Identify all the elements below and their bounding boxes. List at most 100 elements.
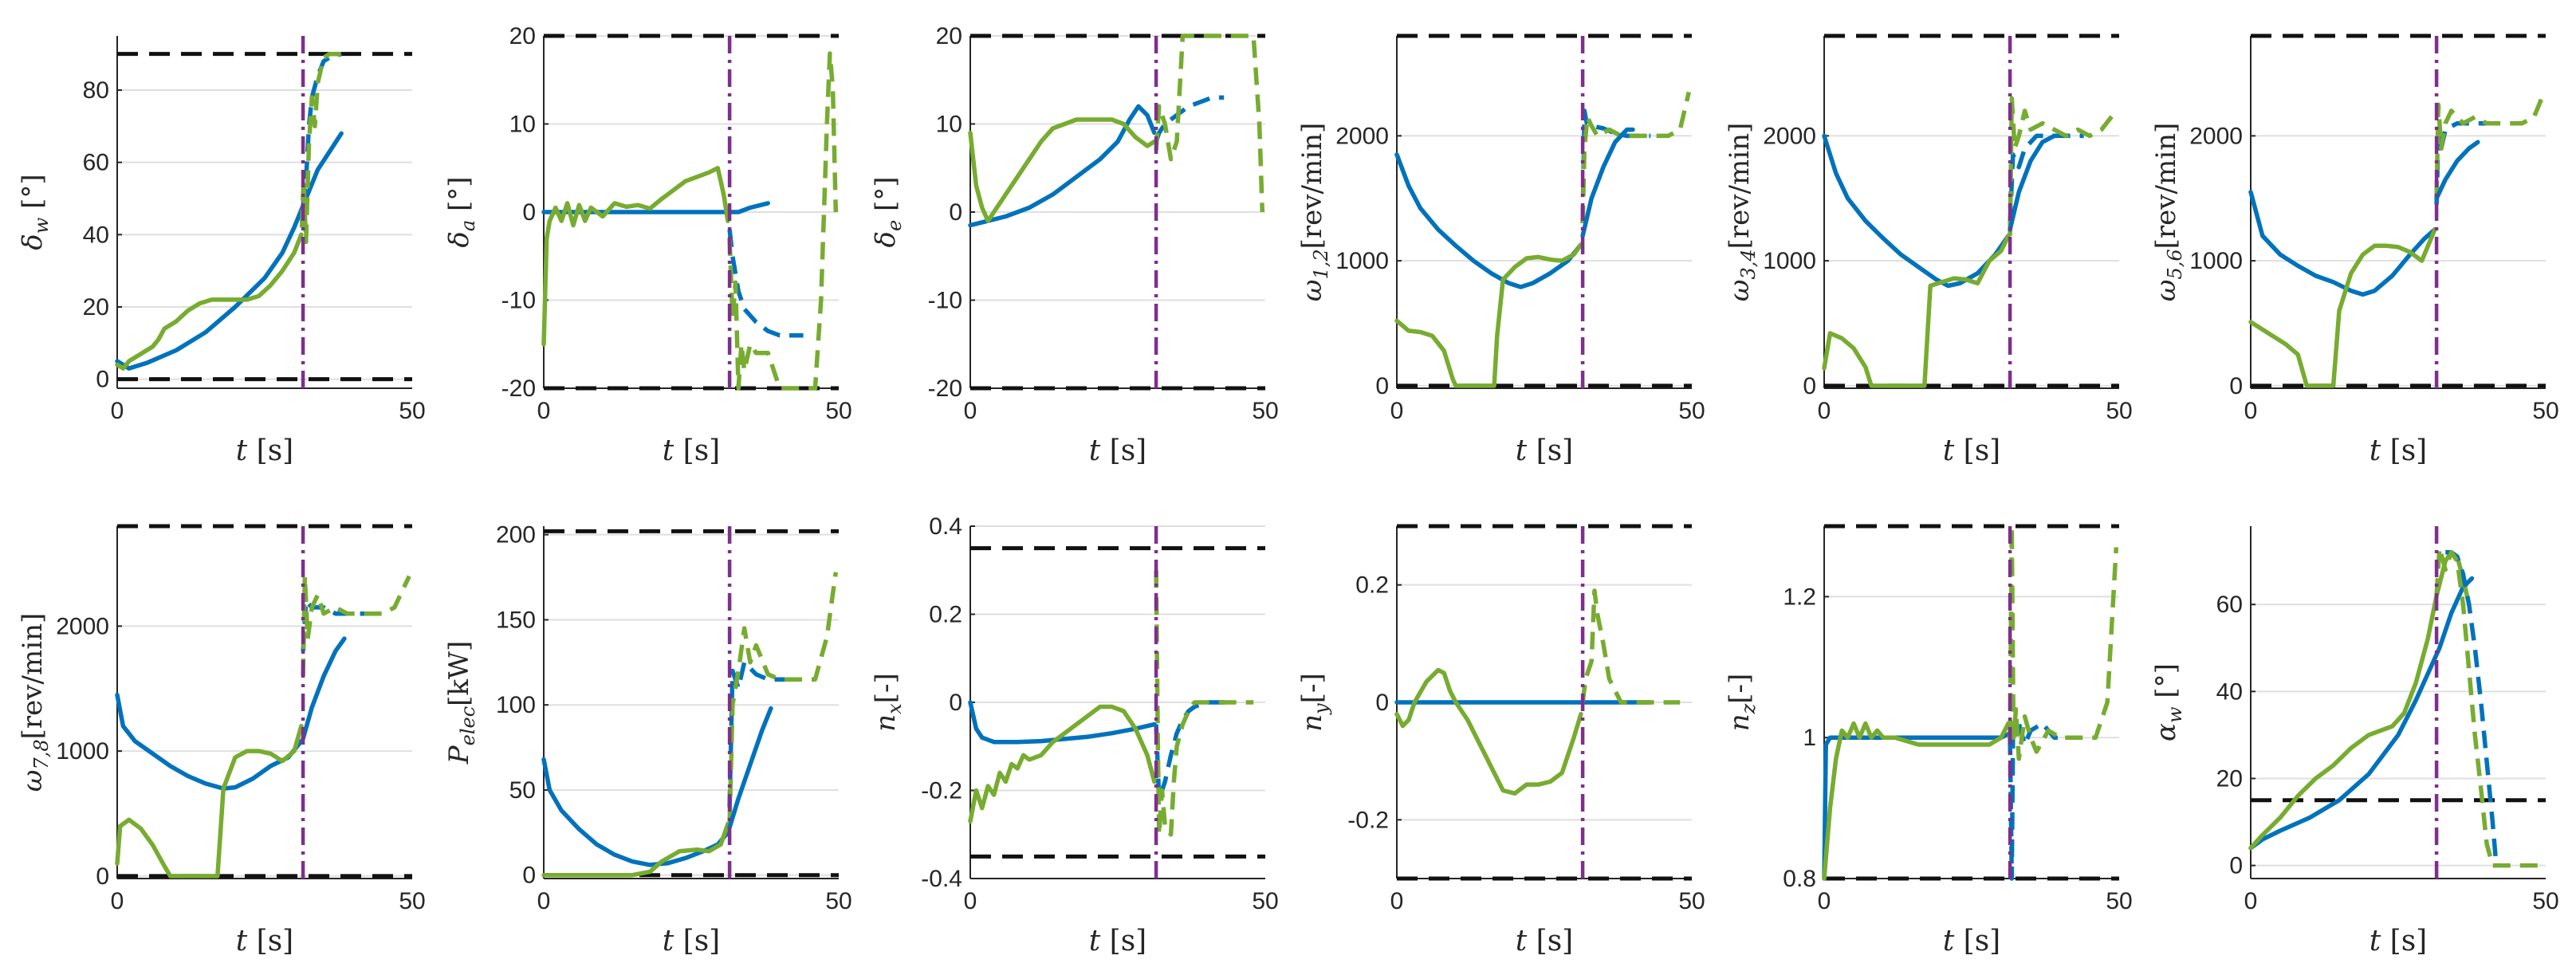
y-tick-label: 1000 — [56, 738, 109, 765]
x-tick-label: 0 — [111, 888, 124, 914]
series-green-dashed — [727, 51, 839, 391]
x-tick-label: 50 — [825, 888, 851, 914]
y-axis-label: nz[-] — [1724, 674, 1760, 732]
y-tick-label: 1 — [1803, 725, 1816, 751]
series-blue-solid — [115, 131, 344, 371]
series-blue-solid — [2248, 190, 2437, 297]
chart-0: 0 20 40 60 80 0 50 t [s] δw [°] — [17, 36, 426, 467]
y-tick-label: -20 — [501, 375, 536, 402]
series-blue-solid — [2248, 576, 2475, 851]
series-blue-solid — [968, 700, 1157, 745]
y-tick-label: -0.2 — [921, 778, 962, 804]
x-axis-label: t [s] — [1089, 925, 1146, 957]
x-axis-label: t [s] — [236, 925, 293, 957]
series-blue-solid — [1580, 127, 1635, 238]
series-blue-solid — [1822, 133, 2011, 289]
x-tick-label: 50 — [2532, 398, 2558, 424]
series-green-solid — [1822, 234, 2011, 388]
x-tick-label: 0 — [1818, 888, 1831, 914]
y-axis-label: ω1,2[rev/min] — [1296, 123, 1332, 301]
x-tick-label: 50 — [399, 888, 425, 914]
series-green-solid — [1822, 721, 2011, 881]
series-green-solid — [541, 821, 730, 878]
y-tick-label: 1000 — [2189, 248, 2243, 274]
y-tick-label: -20 — [928, 375, 962, 402]
y-tick-label: -10 — [501, 288, 536, 314]
series-green-solid — [1394, 242, 1583, 388]
y-tick-label: 1000 — [1763, 248, 1816, 274]
series-blue-dashed — [2008, 133, 2084, 224]
x-tick-label: 50 — [1678, 398, 1705, 424]
x-axis-label: t [s] — [1943, 925, 2000, 957]
y-tick-label: 0 — [1803, 373, 1816, 399]
y-tick-label: -0.2 — [1347, 807, 1389, 833]
series-green-dashed — [2008, 524, 2119, 761]
y-tick-label: 2000 — [1763, 123, 1816, 149]
chart-4: 0 1000 2000 0 50 t [s] ω3,4[rev/min] — [1724, 33, 2133, 467]
x-axis-label: t [s] — [2370, 434, 2427, 467]
chart-8: -0.4 -0.2 0 0.2 0.4 0 50 t [s] nx[-] — [870, 513, 1279, 957]
x-axis-label: t [s] — [663, 434, 720, 467]
series-green-solid — [2248, 227, 2437, 388]
series-blue-dashed — [1154, 95, 1225, 143]
series-blue-solid — [301, 636, 347, 741]
y-tick-label: 1.2 — [1783, 584, 1816, 610]
x-tick-label: 0 — [1818, 398, 1831, 424]
y-tick-label: 0 — [1375, 373, 1389, 399]
series-green-dashed — [2008, 96, 2118, 236]
series-blue-dashed — [727, 229, 804, 338]
x-axis-label: t [s] — [1943, 434, 2000, 467]
series-blue-solid — [115, 692, 304, 791]
y-axis-label: ω3,4[rev/min] — [1724, 123, 1760, 301]
y-tick-label: 0 — [1375, 690, 1389, 716]
series-green-dashed — [727, 572, 839, 824]
x-tick-label: 0 — [537, 888, 551, 914]
series-blue-dashed — [2008, 721, 2078, 881]
y-tick-label: 0.8 — [1783, 866, 1816, 892]
series-green-dashed — [1154, 570, 1254, 837]
y-tick-label: 0.2 — [1355, 572, 1389, 599]
series-green-dashed — [1580, 91, 1691, 224]
y-tick-label: 20 — [2216, 765, 2243, 792]
y-tick-label: 40 — [2216, 678, 2243, 705]
y-tick-label: 0 — [522, 863, 536, 889]
y-tick-label: 1000 — [1335, 248, 1389, 274]
y-axis-label: Pelec[kW] — [443, 641, 479, 765]
x-tick-label: 0 — [964, 398, 977, 424]
y-tick-label: 0 — [949, 199, 962, 226]
x-tick-label: 0 — [537, 398, 551, 424]
y-tick-label: 0.2 — [929, 602, 962, 628]
series-blue-solid — [1394, 152, 1583, 289]
x-tick-label: 0 — [2244, 398, 2258, 424]
x-axis-label: t [s] — [1516, 434, 1573, 467]
x-tick-label: 50 — [2532, 888, 2558, 914]
y-tick-label: 60 — [2216, 592, 2243, 618]
chart-10: 0.8 1 1.2 0 50 t [s] nz[-] — [1724, 524, 2133, 957]
chart-9: -0.2 0 0.2 0 50 t [s] ny[-] — [1296, 524, 1705, 957]
series-green-solid — [115, 232, 304, 371]
chart-6: 0 1000 2000 0 50 t [s] ω7,8[rev/min] — [17, 524, 426, 957]
y-tick-label: -0.4 — [921, 866, 962, 892]
x-tick-label: 50 — [1252, 888, 1278, 914]
x-tick-label: 50 — [1252, 398, 1278, 424]
chart-11: 0 20 40 60 0 50 t [s] αw [°] — [2150, 526, 2559, 957]
y-tick-label: 0 — [949, 690, 962, 716]
y-tick-label: 150 — [496, 607, 536, 633]
x-tick-label: 50 — [2106, 398, 2132, 424]
y-tick-label: 60 — [83, 150, 109, 176]
y-tick-label: 10 — [509, 112, 536, 138]
chart-5: 0 1000 2000 0 50 t [s] ω5,6[rev/min] — [2150, 33, 2559, 467]
x-axis-label: t [s] — [236, 434, 293, 467]
series-green-solid — [968, 117, 1157, 223]
x-tick-label: 50 — [825, 398, 851, 424]
y-tick-label: 0 — [522, 199, 536, 226]
y-tick-label: 10 — [936, 112, 962, 138]
chart-3: 0 1000 2000 0 50 t [s] ω1,2[rev/min] — [1296, 33, 1705, 467]
series-blue-solid — [968, 104, 1157, 228]
y-tick-label: 20 — [936, 23, 962, 49]
x-axis-label: t [s] — [663, 925, 720, 957]
x-axis-label: t [s] — [1516, 925, 1573, 957]
series-blue-solid — [2008, 133, 2057, 232]
y-tick-label: 2000 — [2189, 123, 2243, 149]
x-tick-label: 0 — [111, 398, 124, 424]
